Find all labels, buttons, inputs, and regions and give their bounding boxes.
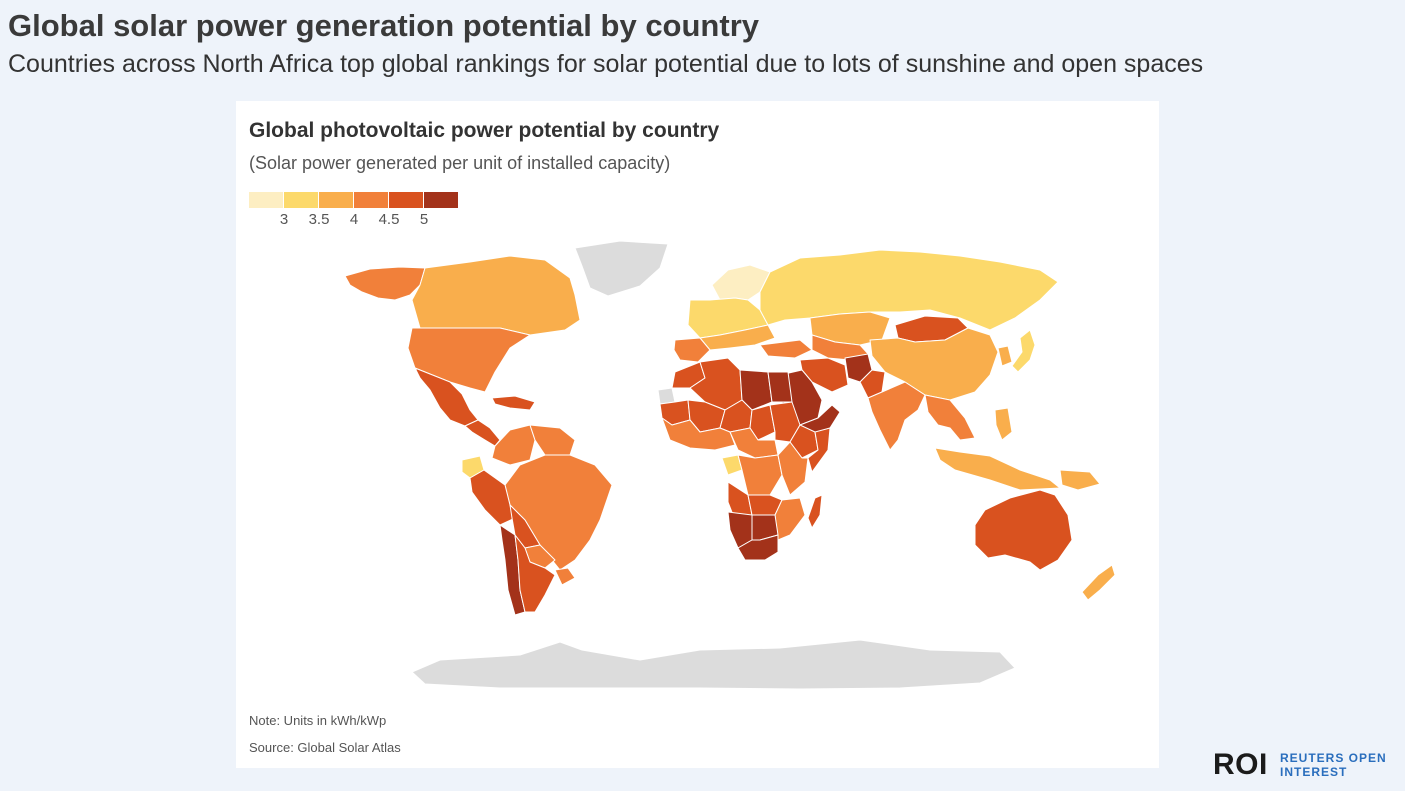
caribbean-region: Caribbean: [491, 395, 536, 411]
egypt-region: Egypt: [767, 371, 793, 403]
legend-tick-label: 4.5: [378, 211, 400, 228]
legend-swatch: [319, 192, 353, 208]
papua-new-guinea-region: Papua New Guinea: [1059, 469, 1101, 491]
russia-region: Russia: [759, 249, 1059, 331]
central-america-region: Central America: [464, 419, 501, 447]
japan-region: Japan: [1011, 329, 1036, 373]
page-title: Global solar power generation potential …: [8, 8, 759, 43]
united-states-region: United States: [407, 327, 531, 393]
southeast-asia-region: Southeast Asia: [924, 394, 976, 441]
brand-line-1: REUTERS OPEN: [1280, 751, 1387, 765]
indonesia-region: Indonesia: [934, 447, 1061, 491]
legend-tick-label: 3.5: [308, 211, 330, 228]
legend-swatch: [249, 192, 283, 208]
world-map: Greenland Antarctica Alaska Canada Unite…: [344, 240, 1116, 690]
color-legend: 3 3.5 4 4.5 5: [249, 192, 464, 228]
chart-card: Global photovoltaic power potential by c…: [236, 101, 1159, 768]
australia-region: Australia: [974, 489, 1073, 571]
colombia-region: Colombia: [491, 424, 536, 466]
chad-region: Chad: [749, 404, 776, 441]
iberia-region: Iberia: [673, 337, 711, 363]
greenland-region: Greenland: [574, 240, 669, 297]
brand-line-2: INTEREST: [1280, 765, 1348, 779]
legend-tick-label: 4: [349, 211, 359, 228]
canada-region: Canada: [411, 255, 581, 336]
legend-swatch: [424, 192, 458, 208]
legend-swatch: [389, 192, 423, 208]
reuters-open-interest-logo: ROI REUTERS OPEN INTEREST: [1213, 748, 1403, 784]
turkey-region: Turkey: [759, 339, 813, 359]
uruguay-region: Uruguay: [554, 567, 576, 586]
pakistan-region: Pakistan: [859, 369, 886, 399]
india-region: India: [867, 381, 926, 451]
legend-tick-label: 3: [279, 211, 289, 228]
new-zealand-region: New Zealand: [1081, 564, 1116, 601]
south-africa-region: South Africa: [737, 534, 779, 561]
philippines-region: Philippines: [994, 407, 1013, 441]
peru-region: Peru: [469, 469, 516, 526]
page-subtitle: Countries across North Africa top global…: [8, 50, 1204, 78]
madagascar-region: Madagascar: [807, 494, 823, 529]
mozambique-region: Mozambique: [774, 497, 806, 541]
venezuela-region: Venezuela: [529, 424, 576, 456]
chart-note: Note: Units in kWh/kWp: [249, 713, 387, 728]
alaska-region: Alaska: [344, 266, 426, 301]
chart-title: Global photovoltaic power potential by c…: [249, 119, 720, 142]
legend-swatch: [354, 192, 388, 208]
central-africa-region: Central Africa: [729, 427, 779, 459]
china-region: China: [869, 327, 999, 401]
southern-europe-region: Southern Europe: [699, 324, 776, 351]
legend-swatch: [284, 192, 318, 208]
libya-region: Libya: [739, 369, 773, 411]
chart-source: Source: Global Solar Atlas: [249, 740, 401, 755]
somalia-region: Somalia: [807, 427, 831, 473]
east-africa-region: East Africa: [777, 441, 809, 496]
argentina-region: Argentina: [514, 534, 556, 613]
korea-region: Korea: [997, 345, 1013, 367]
legend-tick-label: 5: [419, 211, 429, 228]
roi-logo-mark: ROI: [1213, 748, 1268, 781]
dr-congo-region: DR Congo: [737, 454, 783, 496]
western-sahara-region: Western Sahara: [657, 387, 676, 405]
chart-subtitle: (Solar power generated per unit of insta…: [249, 153, 671, 173]
antarctica-region: Antarctica: [411, 639, 1016, 690]
